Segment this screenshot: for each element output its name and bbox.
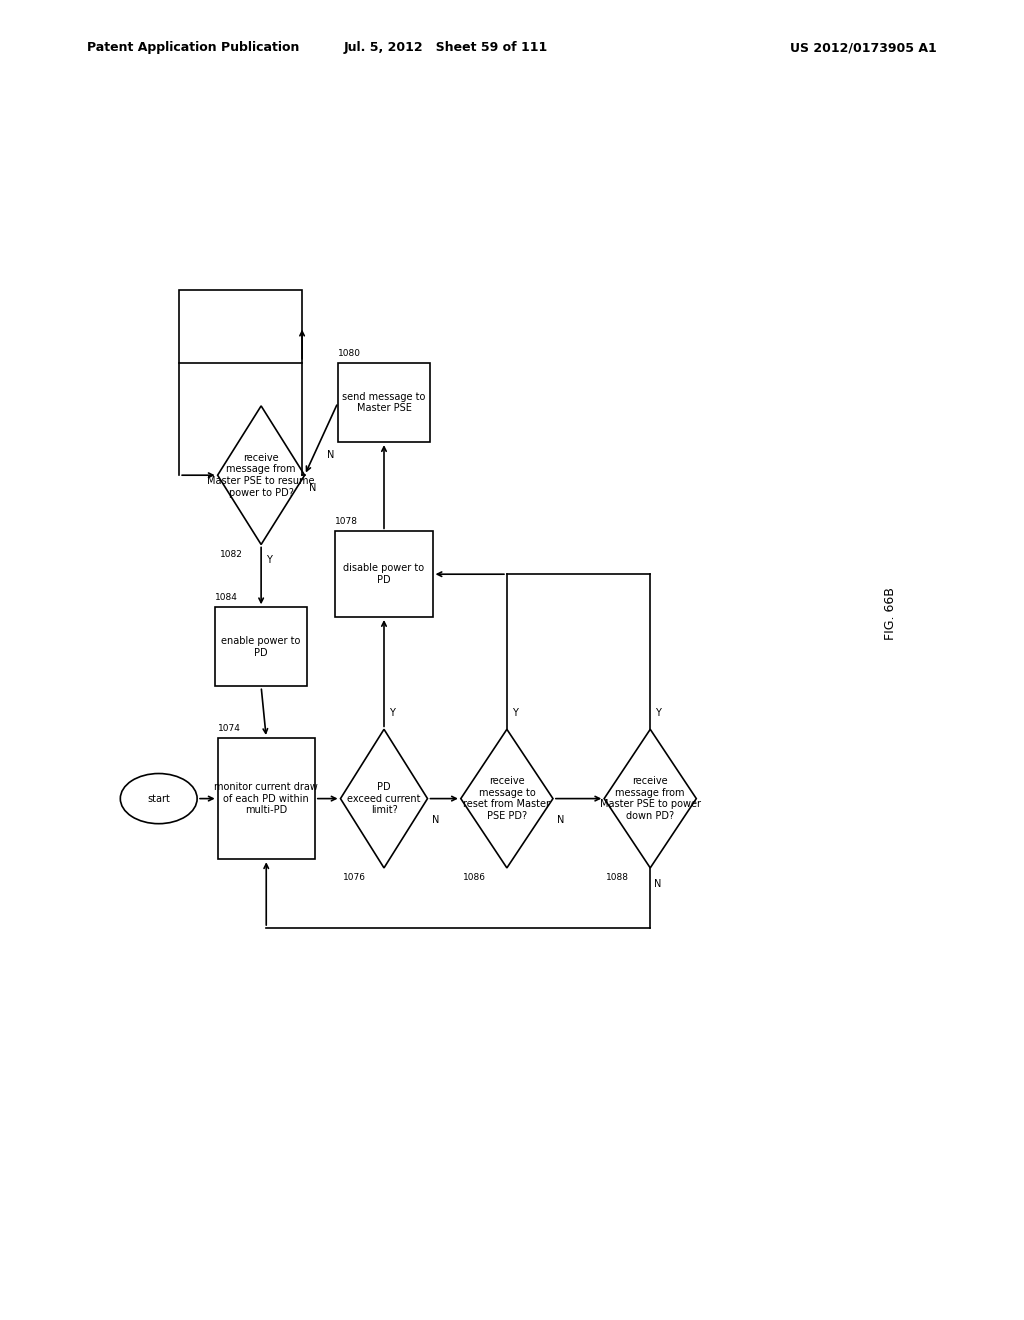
Text: monitor current draw
of each PD within
multi-PD: monitor current draw of each PD within m… [214,781,318,816]
Text: 1080: 1080 [338,348,360,358]
Text: Y: Y [655,709,662,718]
Text: 1088: 1088 [606,874,629,882]
Text: PD
exceed current
limit?: PD exceed current limit? [347,781,421,816]
Text: send message to
Master PSE: send message to Master PSE [342,392,426,413]
Text: Y: Y [389,709,395,718]
Text: receive
message to
reset from Master
PSE PD?: receive message to reset from Master PSE… [464,776,550,821]
Text: 1082: 1082 [219,549,243,558]
Text: FIG. 66B: FIG. 66B [885,587,897,640]
Text: receive
message from
Master PSE to resume
power to PD?: receive message from Master PSE to resum… [208,453,314,498]
Text: Y: Y [266,556,272,565]
Text: Patent Application Publication: Patent Application Publication [87,41,299,54]
Text: N: N [432,814,439,825]
Text: 1086: 1086 [463,874,485,882]
Text: disable power to
PD: disable power to PD [343,564,425,585]
Text: start: start [147,793,170,804]
Text: Y: Y [512,709,518,718]
Text: N: N [309,483,316,494]
Text: N: N [327,450,334,461]
Text: 1084: 1084 [215,593,238,602]
Text: 1078: 1078 [336,517,358,527]
Text: N: N [557,814,565,825]
Text: receive
message from
Master PSE to power
down PD?: receive message from Master PSE to power… [600,776,700,821]
Text: N: N [653,879,662,888]
Text: 1074: 1074 [218,723,241,733]
Text: 1076: 1076 [342,874,366,882]
Text: US 2012/0173905 A1: US 2012/0173905 A1 [791,41,937,54]
Text: enable power to
PD: enable power to PD [221,636,301,657]
Text: Jul. 5, 2012   Sheet 59 of 111: Jul. 5, 2012 Sheet 59 of 111 [343,41,548,54]
